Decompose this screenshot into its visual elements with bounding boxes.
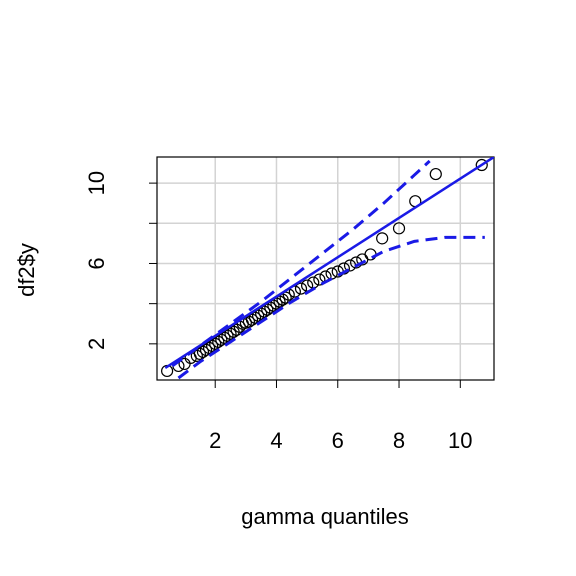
point bbox=[313, 273, 326, 286]
point bbox=[252, 309, 265, 322]
point bbox=[258, 305, 271, 318]
point bbox=[202, 341, 216, 354]
x-tick-label: 4 bbox=[270, 428, 282, 453]
point bbox=[224, 327, 237, 340]
point bbox=[242, 315, 256, 328]
point bbox=[392, 222, 406, 235]
point bbox=[325, 267, 338, 280]
point bbox=[307, 276, 320, 289]
plot-frame bbox=[156, 156, 495, 381]
point bbox=[429, 167, 442, 181]
point bbox=[294, 282, 308, 295]
point bbox=[475, 158, 488, 172]
x-tick-label: 8 bbox=[393, 428, 405, 453]
point bbox=[193, 347, 206, 360]
y-tick-label: 10 bbox=[84, 171, 109, 195]
confidence-band bbox=[171, 159, 431, 368]
point bbox=[199, 343, 213, 356]
point bbox=[190, 349, 203, 362]
point bbox=[343, 259, 357, 272]
confidence-band bbox=[177, 235, 485, 380]
x-tick-label: 2 bbox=[209, 428, 221, 453]
x-tick-label: 10 bbox=[448, 428, 472, 453]
point bbox=[267, 299, 280, 312]
y-tick-label: 6 bbox=[84, 257, 109, 269]
point bbox=[255, 307, 268, 320]
point bbox=[264, 301, 277, 314]
point bbox=[364, 248, 377, 261]
point bbox=[248, 311, 262, 324]
point bbox=[273, 295, 286, 308]
point bbox=[206, 339, 219, 352]
point bbox=[376, 232, 389, 245]
point bbox=[261, 303, 274, 316]
point bbox=[212, 335, 225, 348]
point bbox=[270, 297, 283, 310]
point bbox=[221, 329, 234, 342]
point bbox=[218, 331, 231, 344]
x-tick-label: 6 bbox=[332, 428, 344, 453]
point bbox=[245, 313, 259, 326]
point bbox=[196, 345, 210, 358]
y-axis-label: df2$y bbox=[14, 243, 39, 297]
y-tick-label: 2 bbox=[84, 338, 109, 350]
point bbox=[215, 333, 228, 346]
x-axis-label: gamma quantiles bbox=[241, 504, 409, 529]
point bbox=[209, 337, 222, 350]
